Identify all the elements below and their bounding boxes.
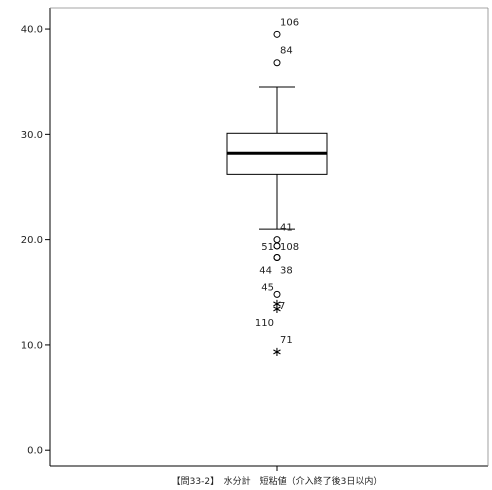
y-tick: 0.0 — [27, 446, 50, 457]
extreme-outlier-star: ∗ — [272, 297, 283, 312]
outlier-label: 41 — [280, 223, 293, 234]
y-tick-label: 20.0 — [21, 235, 43, 246]
box-and-whiskers — [226, 86, 328, 230]
outlier-label: 106 — [280, 17, 299, 28]
outlier-label: 84 — [280, 46, 293, 57]
outlier-label: 108 — [280, 242, 299, 253]
outlier-circle — [273, 59, 281, 67]
y-tick: 40.0 — [21, 25, 50, 36]
outlier-circle — [273, 30, 281, 38]
outlier-label: 38 — [280, 266, 293, 277]
x-category-label: 【問33-2】 水分計 短粘値（介入終了後3日以内） — [172, 475, 383, 487]
y-tick-label: 40.0 — [21, 25, 43, 36]
outlier-circle — [273, 254, 281, 262]
outlier-circle — [273, 242, 281, 250]
y-axis-ticks: 0.0 10.0 20.0 30.0 40.0 — [21, 25, 50, 457]
y-tick-label: 0.0 — [27, 446, 43, 457]
y-tick: 20.0 — [21, 235, 50, 246]
outlier-label: 7 — [279, 301, 285, 312]
extreme-outlier-star: ∗ — [272, 345, 283, 360]
outlier-label: 44 — [259, 266, 272, 277]
y-tick: 10.0 — [21, 340, 50, 351]
y-tick-label: 30.0 — [21, 130, 43, 141]
outlier-circle — [273, 290, 281, 298]
extreme-outlier-star: ∗ — [272, 302, 283, 317]
outlier-label: 110 — [255, 318, 274, 329]
y-tick-label: 10.0 — [21, 340, 43, 351]
outlier-label: 51 — [261, 242, 274, 253]
y-tick: 30.0 — [21, 130, 50, 141]
outlier-label: 71 — [280, 335, 293, 346]
outlier-label: 45 — [261, 282, 274, 293]
